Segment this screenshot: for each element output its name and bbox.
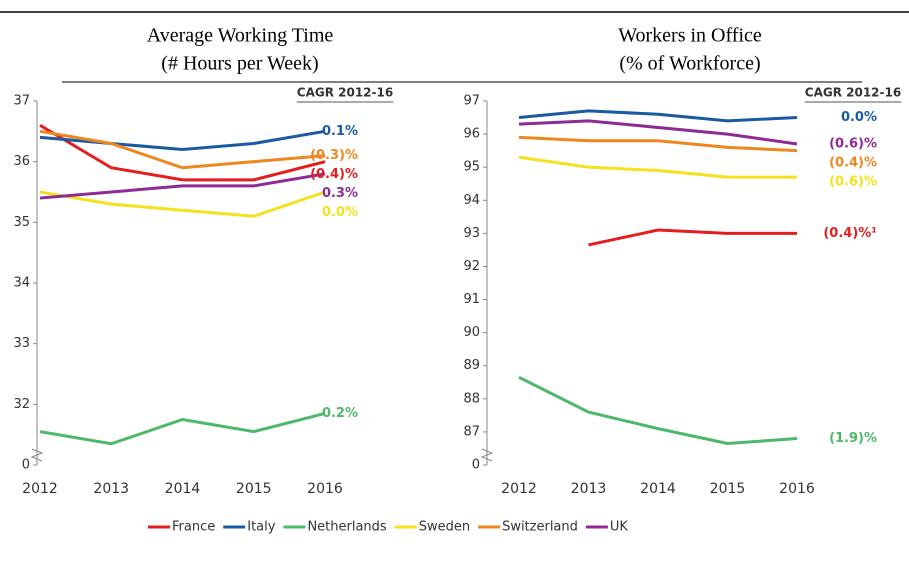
y-tick-label: 0 — [472, 458, 480, 473]
series-line — [518, 375, 798, 446]
x-tick-label: 2014 — [640, 481, 676, 497]
y-tick-label: 36 — [13, 154, 30, 169]
series-line — [39, 172, 326, 200]
y-tick-label: 95 — [463, 160, 480, 175]
y-tick-label: 90 — [463, 325, 480, 340]
x-tick-label: 2015 — [710, 481, 746, 497]
y-tick-label: 0 — [22, 458, 30, 473]
x-tick-label: 2013 — [93, 481, 129, 497]
series-line — [518, 135, 798, 153]
series-line — [39, 129, 326, 152]
cagr-label: 0.0% — [841, 110, 877, 125]
series-line — [518, 155, 797, 179]
axis-break — [480, 448, 494, 462]
legend-label: Italy — [247, 520, 276, 535]
series-line — [518, 109, 798, 123]
legend-label: Switzerland — [502, 520, 578, 535]
x-tick-label: 2016 — [779, 481, 815, 497]
x-tick-label: 2014 — [165, 481, 201, 497]
series-line — [39, 129, 326, 170]
series-line — [518, 119, 798, 146]
legend-label: Netherlands — [307, 520, 386, 535]
cagr-label: 0.1% — [322, 124, 358, 139]
axis-break — [30, 448, 44, 462]
cagr-label: (0.4)% — [310, 167, 358, 182]
cagr-label: 0.3% — [322, 186, 358, 201]
cagr-label: 0.0% — [322, 205, 358, 220]
y-tick-label: 96 — [463, 127, 480, 142]
y-tick-label: 88 — [463, 391, 480, 406]
series-line — [39, 190, 326, 218]
cagr-label: (0.3)% — [310, 148, 358, 163]
y-tick-label: 87 — [463, 424, 480, 439]
y-tick-label: 97 — [463, 94, 480, 109]
y-tick-label: 33 — [13, 336, 30, 351]
series-line — [39, 123, 326, 182]
y-tick-label: 32 — [13, 397, 30, 412]
y-tick-label: 94 — [463, 193, 480, 208]
x-tick-label: 2013 — [571, 481, 607, 497]
x-tick-label: 2016 — [307, 481, 343, 497]
annotation-header: CAGR 2012-16 — [297, 86, 393, 100]
y-tick-label: 91 — [463, 292, 480, 307]
y-tick-label: 93 — [463, 226, 480, 241]
legend-label: UK — [610, 520, 629, 535]
y-tick-label: 35 — [13, 215, 30, 230]
chart-title: Average Working Time — [147, 25, 334, 47]
x-tick-label: 2012 — [501, 481, 537, 497]
cagr-label: (0.6)% — [829, 175, 877, 190]
legend-label: Sweden — [419, 520, 470, 535]
cagr-label: 0.2% — [322, 406, 358, 421]
y-tick-label: 37 — [13, 94, 30, 109]
chart-title: (% of Workforce) — [619, 53, 760, 75]
series-line — [588, 228, 797, 247]
cagr-label: (1.9)% — [829, 431, 877, 446]
cagr-label: (0.6)% — [829, 137, 877, 152]
y-tick-label: 89 — [463, 358, 480, 373]
y-tick-label: 34 — [13, 276, 30, 291]
cagr-label: (0.4)% — [829, 156, 877, 171]
y-tick-label: 92 — [463, 259, 480, 274]
annotation-header: CAGR 2012-16 — [805, 86, 901, 100]
legend-label: France — [172, 520, 215, 535]
series-line — [39, 411, 326, 446]
x-tick-label: 2012 — [22, 481, 58, 497]
cagr-label: (0.4)%¹ — [823, 226, 877, 241]
x-tick-label: 2015 — [236, 481, 272, 497]
chart-title: (# Hours per Week) — [161, 53, 318, 75]
chart-title: Workers in Office — [618, 25, 762, 47]
